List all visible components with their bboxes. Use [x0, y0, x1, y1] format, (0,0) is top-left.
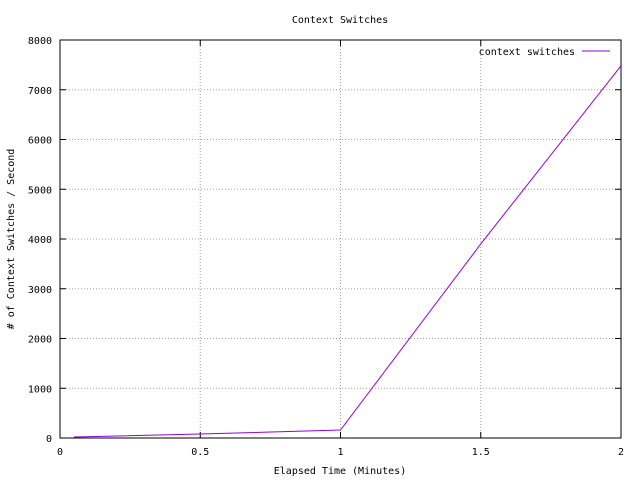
y-axis-label: # of Context Switches / Second	[6, 149, 17, 330]
y-tick-label: 5000	[28, 185, 52, 196]
y-tick-label: 2000	[28, 335, 52, 346]
grid	[60, 40, 621, 438]
x-tick-label: 1	[337, 447, 343, 458]
y-tick-label: 4000	[28, 235, 52, 246]
y-tick-label: 6000	[28, 136, 52, 147]
legend: context switches	[479, 47, 610, 58]
y-tick-label: 1000	[28, 384, 52, 395]
x-tick-label: 0	[57, 447, 63, 458]
chart-title: Context Switches	[292, 15, 388, 26]
x-tick-label: 2	[618, 447, 624, 458]
x-axis-label: Elapsed Time (Minutes)	[274, 466, 406, 477]
y-tick-label: 0	[46, 434, 52, 445]
axis-ticks: 0 0.5 1 1.5 2 0 1000 2000 3000 4000 5000 6000 7000 80…	[28, 36, 624, 458]
y-tick-label: 3000	[28, 285, 52, 296]
x-tick-label: 0.5	[191, 447, 209, 458]
plot-frame	[59, 39, 622, 439]
x-tick-label: 1.5	[472, 447, 490, 458]
series-line	[74, 65, 622, 438]
y-tick-label: 8000	[28, 36, 52, 47]
y-tick-label: 7000	[28, 86, 52, 97]
legend-label: context switches	[479, 47, 575, 58]
series-layer	[74, 65, 622, 438]
